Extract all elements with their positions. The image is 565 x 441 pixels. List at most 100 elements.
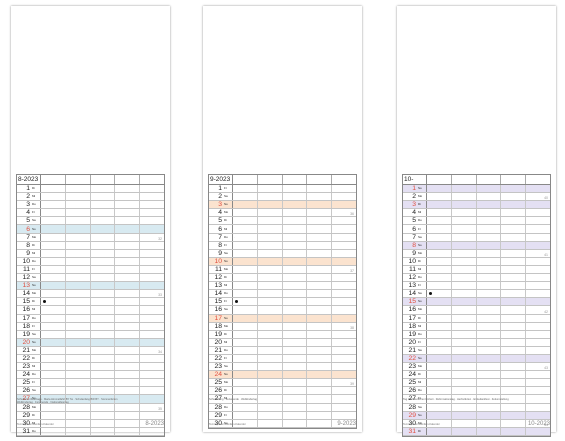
entry-cell bbox=[140, 225, 164, 232]
entry-cell bbox=[41, 282, 66, 290]
entry-cell bbox=[501, 225, 527, 233]
week-number: 41 bbox=[544, 252, 548, 257]
day-cell: 3 So bbox=[209, 201, 233, 209]
entry-cell bbox=[41, 290, 66, 298]
entry-cell bbox=[66, 241, 91, 249]
entry-cell: · bbox=[427, 217, 452, 225]
day-row: 3 So bbox=[209, 201, 356, 210]
entry-cell bbox=[140, 282, 164, 289]
entry-cell bbox=[526, 217, 550, 224]
person-column bbox=[526, 175, 550, 184]
day-row: 9 Sa bbox=[209, 249, 356, 258]
person-column bbox=[307, 175, 333, 184]
entry-cell bbox=[501, 363, 527, 371]
entry-cell bbox=[477, 225, 502, 233]
entry-cell bbox=[477, 371, 502, 379]
weekday-label: Fr bbox=[224, 412, 227, 417]
entry-cell bbox=[233, 282, 258, 290]
entry-cell bbox=[41, 419, 66, 427]
entry-cell bbox=[477, 395, 502, 403]
day-number: 16 bbox=[22, 306, 30, 314]
day-cell: 5 Di bbox=[209, 217, 233, 225]
entry-cell bbox=[307, 322, 333, 330]
entry-cell bbox=[91, 185, 116, 193]
day-cell: 31 Di bbox=[403, 427, 427, 435]
entry-cell bbox=[427, 330, 452, 338]
day-row: 20 So bbox=[17, 338, 164, 347]
day-cell: 17 So bbox=[209, 314, 233, 322]
entry-cell bbox=[501, 185, 527, 193]
entry-cell bbox=[66, 185, 91, 193]
entry-cell bbox=[115, 233, 141, 241]
entry-cell bbox=[140, 250, 164, 257]
entry-cell bbox=[115, 395, 141, 403]
grid-header: 8-2023 bbox=[17, 175, 164, 185]
week-number: 37 bbox=[350, 269, 354, 274]
day-row: 24 Do bbox=[17, 371, 164, 380]
entry-cell bbox=[526, 331, 550, 338]
entry-cell bbox=[233, 387, 258, 395]
entry-cell bbox=[501, 411, 527, 419]
day-cell: 27 Mi bbox=[209, 395, 233, 403]
weekday-label: Mi bbox=[224, 226, 228, 231]
entry-cell bbox=[115, 241, 141, 249]
entry-cell bbox=[233, 290, 258, 298]
publisher-text: Terminplaner/Familien-Kalender bbox=[209, 423, 246, 426]
entry-cell bbox=[477, 274, 502, 282]
day-number: 13 bbox=[214, 282, 222, 290]
entry-cell bbox=[307, 363, 333, 371]
day-row: 7 Mo 32 bbox=[17, 233, 164, 242]
day-row: 5 Sa bbox=[17, 217, 164, 226]
entry-cell bbox=[307, 209, 333, 217]
entry-cell bbox=[258, 282, 283, 290]
entry-cell bbox=[91, 225, 116, 233]
weekday-label: Mo bbox=[418, 364, 423, 369]
entry-cell bbox=[41, 193, 66, 201]
entry-cell bbox=[427, 411, 452, 419]
entry-cell bbox=[452, 322, 477, 330]
entry-cell bbox=[233, 403, 258, 411]
entry-cell bbox=[140, 355, 164, 362]
day-cell: 31 Do bbox=[17, 427, 41, 435]
entry-cell bbox=[427, 306, 452, 314]
day-number: 4 bbox=[218, 209, 222, 217]
entry-cell bbox=[283, 403, 308, 411]
entry-cell bbox=[258, 241, 283, 249]
day-number: 25 bbox=[214, 379, 222, 387]
entry-cell bbox=[41, 314, 66, 322]
day-row: 8 So bbox=[403, 241, 550, 250]
day-cell: 4 Fr bbox=[17, 209, 41, 217]
day-row: 18 Fr bbox=[17, 322, 164, 331]
entry-cell bbox=[233, 185, 258, 193]
day-cell: 27 So bbox=[17, 395, 41, 403]
entry-cell bbox=[307, 241, 333, 249]
entry-cell bbox=[283, 419, 308, 427]
day-cell: 12 Do bbox=[403, 274, 427, 282]
footnote-line: Schulferien/Feiertage · Maria Himmelfahr… bbox=[17, 398, 118, 401]
entry-cell bbox=[91, 306, 116, 314]
entry-cell bbox=[526, 225, 550, 232]
entry-cell bbox=[91, 427, 116, 435]
entry-cell bbox=[258, 363, 283, 371]
day-number: 26 bbox=[214, 387, 222, 395]
day-row: 6 Mi bbox=[209, 225, 356, 234]
entry-cell bbox=[452, 209, 477, 217]
entry-cell bbox=[283, 257, 308, 265]
entry-cell bbox=[501, 403, 527, 411]
weekday-label: Mi bbox=[224, 396, 228, 401]
entry-cell: 32 bbox=[140, 234, 164, 241]
entry-cell: · bbox=[41, 379, 66, 387]
entry-cell bbox=[41, 225, 66, 233]
entry-cell bbox=[526, 355, 550, 362]
weekday-label: Fr bbox=[418, 283, 421, 288]
entry-cell bbox=[283, 411, 308, 419]
person-column bbox=[501, 175, 527, 184]
entry-cell bbox=[233, 419, 258, 427]
weekday-label: Do bbox=[32, 372, 36, 377]
day-cell: 7 Mo bbox=[17, 233, 41, 241]
week-number: 34 bbox=[158, 349, 162, 354]
weekday-label: Mi bbox=[32, 420, 36, 425]
entry-cell bbox=[91, 419, 116, 427]
entry-cell bbox=[427, 387, 452, 395]
entry-cell bbox=[233, 314, 258, 322]
